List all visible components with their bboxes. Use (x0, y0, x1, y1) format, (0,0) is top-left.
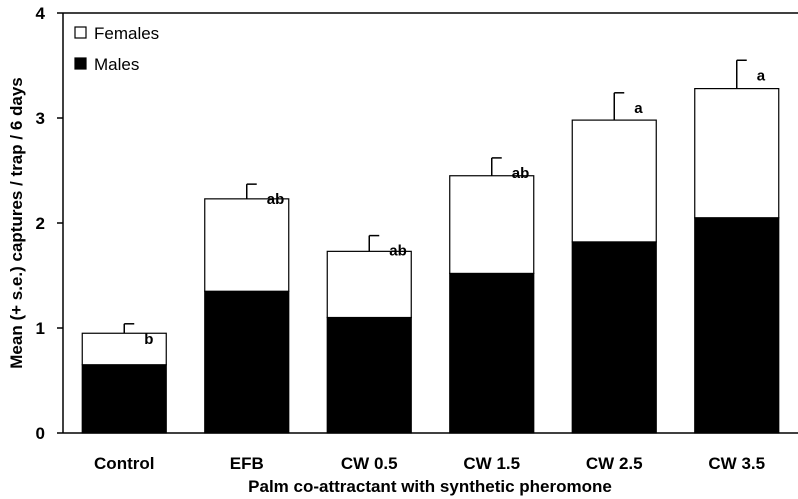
legend-swatch-males (74, 57, 87, 70)
x-axis-title: Palm co-attractant with synthetic pherom… (248, 477, 612, 496)
legend: Females Males (74, 24, 159, 74)
bar-males-5 (694, 217, 780, 434)
significance-annotations: b ab ab ab a a (144, 67, 766, 348)
significance-letter: ab (389, 243, 407, 260)
x-tick-label: CW 2.5 (586, 454, 643, 473)
bar-males-1 (204, 290, 290, 434)
y-tick-label: 2 (36, 214, 45, 233)
x-tick-label: CW 1.5 (463, 454, 520, 473)
bar-females-4 (571, 119, 657, 243)
legend-label-females: Females (94, 24, 159, 43)
bar-females-3 (449, 175, 535, 275)
y-tick-label: 0 (36, 424, 45, 443)
significance-letter: a (757, 67, 766, 84)
error-bars (123, 59, 747, 334)
bar-males-0 (81, 364, 167, 434)
x-tick-label: Control (94, 454, 154, 473)
y-tick-label: 1 (36, 319, 45, 338)
bars (81, 87, 780, 434)
x-tick-label: EFB (230, 454, 264, 473)
significance-letter: b (144, 331, 153, 348)
bar-females-2 (326, 250, 412, 319)
significance-letter: ab (512, 165, 530, 182)
legend-label-males: Males (94, 55, 139, 74)
x-tick-label: CW 3.5 (708, 454, 765, 473)
bar-males-3 (449, 272, 535, 434)
bar-females-0 (81, 332, 167, 366)
y-axis-title: Mean (+ s.e.) captures / trap / 6 days (7, 77, 26, 368)
bar-males-2 (326, 316, 412, 434)
y-tick-label: 4 (36, 4, 46, 23)
axes (57, 12, 798, 434)
x-tick-label: CW 0.5 (341, 454, 398, 473)
significance-letter: a (634, 100, 643, 117)
y-tick-label: 3 (36, 109, 45, 128)
bar-males-4 (571, 241, 657, 434)
legend-swatch-females (74, 26, 87, 39)
significance-letter: ab (267, 191, 285, 208)
bar-females-1 (204, 198, 290, 292)
x-tick-labels: Control EFB CW 0.5 CW 1.5 CW 2.5 CW 3.5 (94, 454, 765, 473)
bar-females-5 (694, 87, 780, 219)
y-tick-labels: 0 1 2 3 4 (36, 4, 46, 443)
